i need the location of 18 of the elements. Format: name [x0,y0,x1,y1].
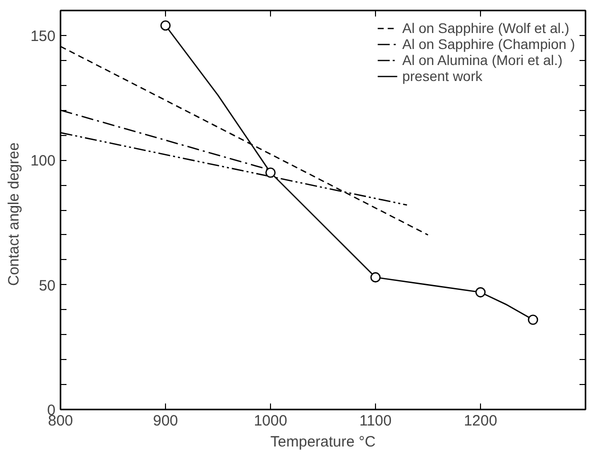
x-tick-label: 1200 [464,412,498,430]
legend-label: Al on Alumina (Mori et al.) [402,52,563,68]
point [160,20,171,31]
y-axis-title: Contact angle degree [5,142,22,286]
legend-label: Al on Sapphire (Champion ) [402,36,575,52]
point [370,272,381,282]
y-tick-label: 150 [30,28,56,45]
y-tick-label: 50 [38,277,56,294]
point [475,287,486,298]
point [528,314,538,325]
x-tick-label: 900 [152,412,178,430]
x-tick-label: 1100 [359,412,392,430]
point [265,167,276,178]
x-tick-label: 1000 [254,412,288,430]
x-axis-title: Temperature °C [270,434,376,450]
y-tick-label: 100 [30,152,56,170]
legend-label: present work [402,68,482,84]
legend-label: Al on Sapphire (Wolf et al.) [402,20,570,36]
